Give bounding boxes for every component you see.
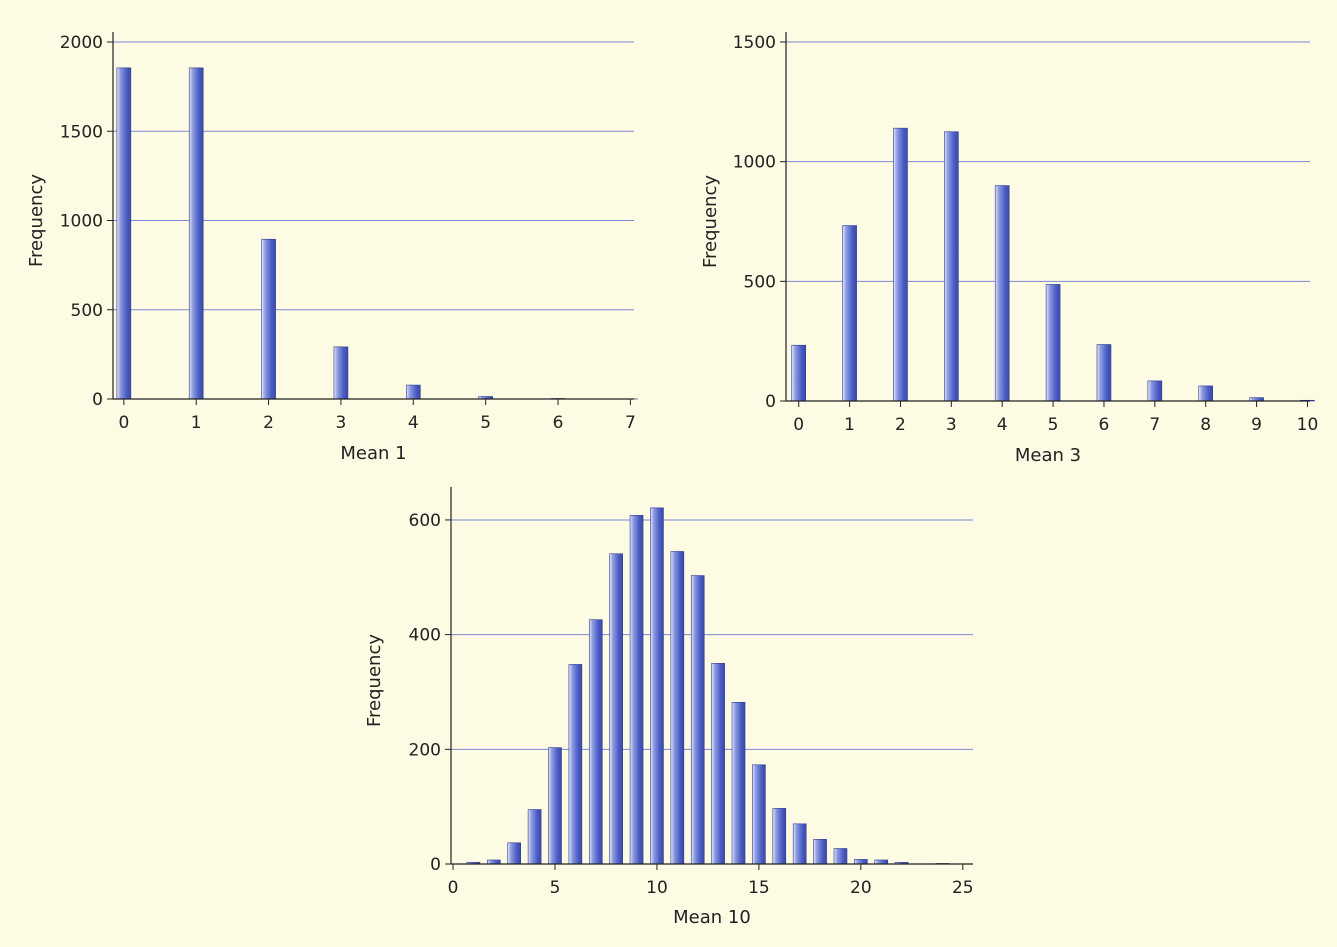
x-axis-label: Mean 10 xyxy=(673,907,751,928)
x-tick-label: 3 xyxy=(946,415,957,435)
bar xyxy=(588,619,603,865)
y-tick-label: 500 xyxy=(744,272,776,292)
x-tick-label: 1 xyxy=(191,413,202,433)
bar xyxy=(1045,284,1061,402)
bar xyxy=(527,809,542,865)
x-axis-label: Mean 3 xyxy=(1015,445,1081,466)
y-axis-label: Frequency xyxy=(700,175,721,268)
x-tick-label: 0 xyxy=(793,415,804,435)
bar xyxy=(690,575,705,865)
x-tick-label: 7 xyxy=(1149,415,1160,435)
bar xyxy=(813,839,827,865)
histogram-mean-3: 0 500 1000 1500 0 1 2 3 4 5 6 7 8 9 10 Mean 3 Frequency xyxy=(700,32,1318,466)
bar xyxy=(833,848,848,865)
x-axis-label: Mean 1 xyxy=(340,443,406,464)
bar xyxy=(752,764,766,865)
y-tick-label: 1500 xyxy=(60,122,103,142)
x-tick-label: 7 xyxy=(625,413,636,433)
bar xyxy=(487,859,501,865)
bar xyxy=(568,664,583,865)
bar xyxy=(670,551,685,865)
y-tick-label: 0 xyxy=(765,392,776,412)
bar xyxy=(548,747,562,865)
x-tick-label: 6 xyxy=(1099,415,1110,435)
x-tick-label: 0 xyxy=(118,413,129,433)
y-tick-label: 1500 xyxy=(733,33,776,53)
x-tick-label: 4 xyxy=(408,413,419,433)
bar xyxy=(1147,380,1163,402)
y-axis-label: Frequency xyxy=(26,174,47,267)
bar xyxy=(893,127,908,402)
x-tick-label: 2 xyxy=(263,413,274,433)
x-tick-label: 4 xyxy=(997,415,1008,435)
bar xyxy=(333,346,349,400)
y-tick-label: 0 xyxy=(430,855,441,875)
bar xyxy=(792,823,807,865)
bar xyxy=(507,842,522,865)
bar xyxy=(994,185,1010,402)
bar xyxy=(650,507,664,865)
x-tick-label: 25 xyxy=(952,878,974,898)
bar xyxy=(188,67,204,400)
bar xyxy=(731,701,746,865)
x-tick-label: 3 xyxy=(336,413,347,433)
bar xyxy=(609,553,623,865)
y-tick-label: 0 xyxy=(92,390,103,410)
bar xyxy=(874,859,889,865)
bar xyxy=(261,238,276,400)
bar xyxy=(1096,344,1112,402)
x-tick-label: 6 xyxy=(553,413,564,433)
y-tick-label: 1000 xyxy=(60,212,103,232)
bar xyxy=(629,515,644,865)
bar xyxy=(711,662,725,865)
bar xyxy=(842,225,857,402)
y-tick-label: 400 xyxy=(409,626,441,646)
y-tick-label: 2000 xyxy=(60,33,103,53)
bar xyxy=(1198,385,1214,402)
x-tick-label: 10 xyxy=(1297,415,1319,435)
x-tick-label: 10 xyxy=(646,878,668,898)
bar xyxy=(116,67,132,400)
x-tick-label: 5 xyxy=(1048,415,1059,435)
x-tick-label: 5 xyxy=(480,413,491,433)
histogram-mean-10: 0 200 400 600 0 5 10 15 20 25 Mean 10 Frequency xyxy=(364,487,974,928)
bar xyxy=(772,808,787,865)
histogram-mean-1: 0 500 1000 1500 2000 0 1 2 3 4 5 6 7 Mean 1 Frequency xyxy=(26,32,638,464)
x-tick-label: 9 xyxy=(1251,415,1262,435)
x-tick-label: 20 xyxy=(850,878,872,898)
x-tick-label: 5 xyxy=(550,878,561,898)
y-axis-label: Frequency xyxy=(364,634,385,727)
y-tick-label: 600 xyxy=(409,511,441,531)
x-tick-label: 0 xyxy=(448,878,459,898)
x-tick-label: 1 xyxy=(844,415,855,435)
x-tick-label: 15 xyxy=(748,878,770,898)
bar xyxy=(854,859,868,865)
y-tick-label: 1000 xyxy=(733,153,776,173)
bar xyxy=(405,384,421,400)
bar xyxy=(791,344,807,402)
y-tick-label: 200 xyxy=(409,740,441,760)
bar xyxy=(944,131,959,402)
x-tick-label: 2 xyxy=(895,415,906,435)
x-tick-label: 8 xyxy=(1200,415,1211,435)
y-tick-label: 500 xyxy=(71,301,103,321)
